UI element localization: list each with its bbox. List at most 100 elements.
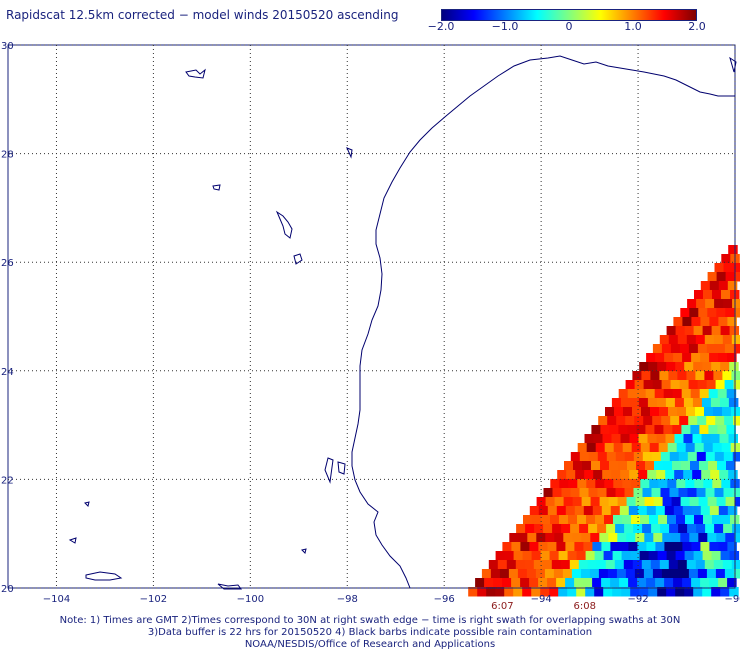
swath-cell xyxy=(700,506,711,516)
swath-cell xyxy=(715,416,725,426)
swath-cell xyxy=(684,551,695,561)
swath-cell xyxy=(721,515,731,525)
swath-cell xyxy=(653,497,664,507)
swath-cell xyxy=(637,542,647,552)
swath-cell xyxy=(655,578,665,588)
swath-cell xyxy=(728,470,738,480)
swath-cell xyxy=(656,434,666,444)
swath-cell xyxy=(707,272,718,282)
swath-cell xyxy=(603,587,613,597)
swath-cell xyxy=(713,407,723,417)
swath-cell xyxy=(618,389,629,399)
swath-cell xyxy=(666,326,677,336)
swath-cell xyxy=(572,497,583,507)
swath-cell xyxy=(656,470,666,480)
swath-cell xyxy=(676,479,686,489)
swath-cell xyxy=(696,299,706,309)
swath-cell xyxy=(720,326,731,336)
swath-cell xyxy=(502,578,512,588)
swath-cell xyxy=(558,551,569,561)
swath-cell xyxy=(484,578,494,588)
swath-cell xyxy=(678,524,688,534)
swath-cell xyxy=(647,470,657,480)
swath-cell xyxy=(529,506,540,516)
swath-cell xyxy=(723,452,734,462)
swath-cell xyxy=(666,587,676,597)
swath-cell xyxy=(592,578,602,588)
swath-cell xyxy=(643,416,653,426)
swath-cell xyxy=(629,434,639,444)
swath-cell xyxy=(618,425,628,435)
swath-cell xyxy=(532,515,542,525)
swath-cell xyxy=(565,506,576,516)
swath-cell xyxy=(724,380,735,390)
swath-cell xyxy=(538,506,549,516)
swath-cell xyxy=(680,497,691,507)
swath-cell xyxy=(718,506,729,516)
swath-cell xyxy=(667,443,678,453)
swath-cell xyxy=(567,551,578,561)
swath-cell xyxy=(586,443,597,453)
swath-cell xyxy=(732,299,740,309)
swath-time-label: 6:07 xyxy=(491,601,513,612)
swath-cell xyxy=(513,587,523,597)
colorbar-tick-label: 0 xyxy=(565,20,573,33)
swath-cell xyxy=(711,551,722,561)
lake-1 xyxy=(185,68,206,79)
swath-cell xyxy=(701,398,712,408)
swath-cell xyxy=(669,488,679,498)
swath-cell xyxy=(710,398,721,408)
swath-cell xyxy=(725,533,735,543)
swath-cell xyxy=(674,398,685,408)
swath-cell xyxy=(515,560,526,570)
swath-cell xyxy=(591,461,601,471)
swath-cell xyxy=(626,497,637,507)
swath-cell xyxy=(625,380,636,390)
swath-cell xyxy=(688,569,699,579)
swath-cell xyxy=(595,479,605,489)
swath-cell xyxy=(711,362,721,372)
swath-cell xyxy=(709,578,719,588)
swath-cell xyxy=(658,479,668,489)
swath-cell xyxy=(664,353,674,363)
swath-cell xyxy=(666,551,677,561)
swath-cell xyxy=(568,479,578,489)
swath-cell xyxy=(559,515,569,525)
swath-cell xyxy=(720,587,730,597)
swath-cell xyxy=(565,542,575,552)
swath-cell xyxy=(662,533,672,543)
swath-cell xyxy=(715,380,726,390)
swath-cell xyxy=(648,551,659,561)
swath-cell xyxy=(504,551,515,561)
swath-cell xyxy=(600,461,610,471)
swath-cell xyxy=(700,353,710,363)
swath-cell xyxy=(732,524,740,534)
swath-cell xyxy=(701,470,711,480)
swath-cell xyxy=(698,308,708,318)
swath-cell xyxy=(659,335,670,345)
swath-cell xyxy=(725,497,736,507)
swath-cell xyxy=(605,407,615,417)
swath-cell xyxy=(520,542,530,552)
swath-cell xyxy=(620,398,631,408)
swath-cell xyxy=(654,389,665,399)
swath-time-label: 6:08 xyxy=(574,601,596,612)
swath-cell xyxy=(733,344,740,354)
swath-cell xyxy=(714,263,724,273)
swath-cell xyxy=(563,497,574,507)
lat-tick-label: 24 xyxy=(1,367,14,378)
swath-cell xyxy=(684,362,694,372)
swath-cell xyxy=(633,524,643,534)
swath-cell xyxy=(518,533,528,543)
swath-cell xyxy=(614,560,625,570)
swath-cell xyxy=(533,560,544,570)
swath-cell xyxy=(691,578,701,588)
swath-cell xyxy=(702,551,713,561)
lon-tick-label: −102 xyxy=(140,594,167,605)
swath-cell xyxy=(652,380,663,390)
lat-tick-label: 20 xyxy=(1,584,14,595)
swath-cell xyxy=(695,407,705,417)
swath-cell xyxy=(666,362,676,372)
lat-tick-label: 30 xyxy=(1,41,14,52)
lake-13 xyxy=(729,56,737,73)
